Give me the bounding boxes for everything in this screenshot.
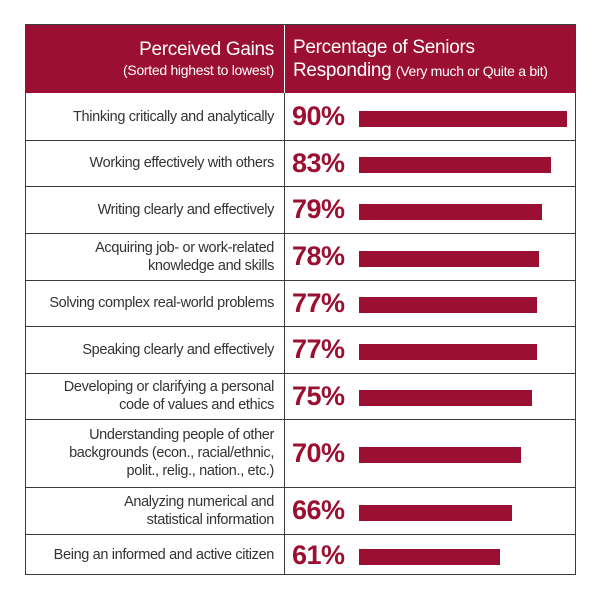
value-label: 90% xyxy=(292,101,345,131)
category-label: Understanding people of other background… xyxy=(69,427,274,479)
table-header: Perceived Gains (Sorted highest to lowes… xyxy=(26,25,575,93)
table-row: Acquiring job- or work-related knowledge… xyxy=(26,233,575,280)
table-row: Developing or clarifying a personal code… xyxy=(26,373,575,419)
value-label: 70% xyxy=(292,437,345,468)
gains-table: Perceived Gains (Sorted highest to lowes… xyxy=(25,24,576,575)
header-right-title-line1: Percentage of Seniors xyxy=(293,37,475,58)
category-label: Developing or clarifying a personal code… xyxy=(63,379,275,413)
category-label: Being an informed and active citizen xyxy=(53,547,275,563)
value-label: 83% xyxy=(292,147,345,178)
value-label: 77% xyxy=(292,287,345,318)
header-right-cell: Percentage of Seniors Responding (Very m… xyxy=(285,25,575,93)
value-label: 75% xyxy=(292,380,345,411)
table-row: Understanding people of other background… xyxy=(26,419,575,487)
row-divider xyxy=(26,534,575,535)
value-label: 61% xyxy=(292,539,345,570)
category-label: Analyzing numerical and statistical info… xyxy=(124,493,274,528)
bar xyxy=(359,251,539,267)
bar xyxy=(359,390,532,406)
table-row: Thinking critically and analytically 90% xyxy=(26,93,575,140)
header-left-cell: Perceived Gains (Sorted highest to lowes… xyxy=(26,25,284,93)
bar xyxy=(359,447,521,463)
table-row: Writing clearly and effectively 79% xyxy=(26,186,575,233)
category-label: Speaking clearly and effectively xyxy=(82,341,274,358)
row-divider xyxy=(26,233,575,234)
table-row: Speaking clearly and effectively 77% xyxy=(26,326,575,373)
row-divider xyxy=(26,186,575,187)
bar xyxy=(359,505,512,521)
table-row: Being an informed and active citizen 61% xyxy=(26,534,575,576)
table-row: Working effectively with others 83% xyxy=(26,140,575,186)
table-row: Solving complex real-world problems 77% xyxy=(26,280,575,326)
header-left-title: Perceived Gains xyxy=(139,39,274,60)
row-divider xyxy=(26,419,575,420)
value-label: 66% xyxy=(292,495,345,525)
bar xyxy=(359,111,567,127)
row-divider xyxy=(26,140,575,141)
category-label: Working effectively with others xyxy=(89,155,275,171)
bar xyxy=(359,297,537,313)
value-label: 79% xyxy=(292,194,345,224)
row-divider xyxy=(26,326,575,327)
category-label: Solving complex real-world problems xyxy=(49,295,274,311)
bar xyxy=(359,157,551,173)
row-divider xyxy=(26,373,575,374)
row-divider xyxy=(26,487,575,488)
header-right-title-line2: Responding xyxy=(293,60,392,81)
bar xyxy=(359,549,500,565)
bar xyxy=(359,344,537,360)
header-left-subtitle: (Sorted highest to lowest) xyxy=(123,62,274,78)
value-label: 77% xyxy=(292,334,345,364)
category-label: Writing clearly and effectively xyxy=(97,201,275,218)
row-divider xyxy=(26,280,575,281)
table-row: Analyzing numerical and statistical info… xyxy=(26,487,575,534)
header-right-subtitle: (Very much or Quite a bit) xyxy=(395,63,548,79)
header-divider xyxy=(284,25,285,93)
category-label: Acquiring job- or work-related knowledge… xyxy=(95,239,274,274)
column-divider xyxy=(284,93,285,574)
value-label: 78% xyxy=(292,241,345,271)
bar xyxy=(359,204,542,220)
category-label: Thinking critically and analytically xyxy=(73,108,274,125)
